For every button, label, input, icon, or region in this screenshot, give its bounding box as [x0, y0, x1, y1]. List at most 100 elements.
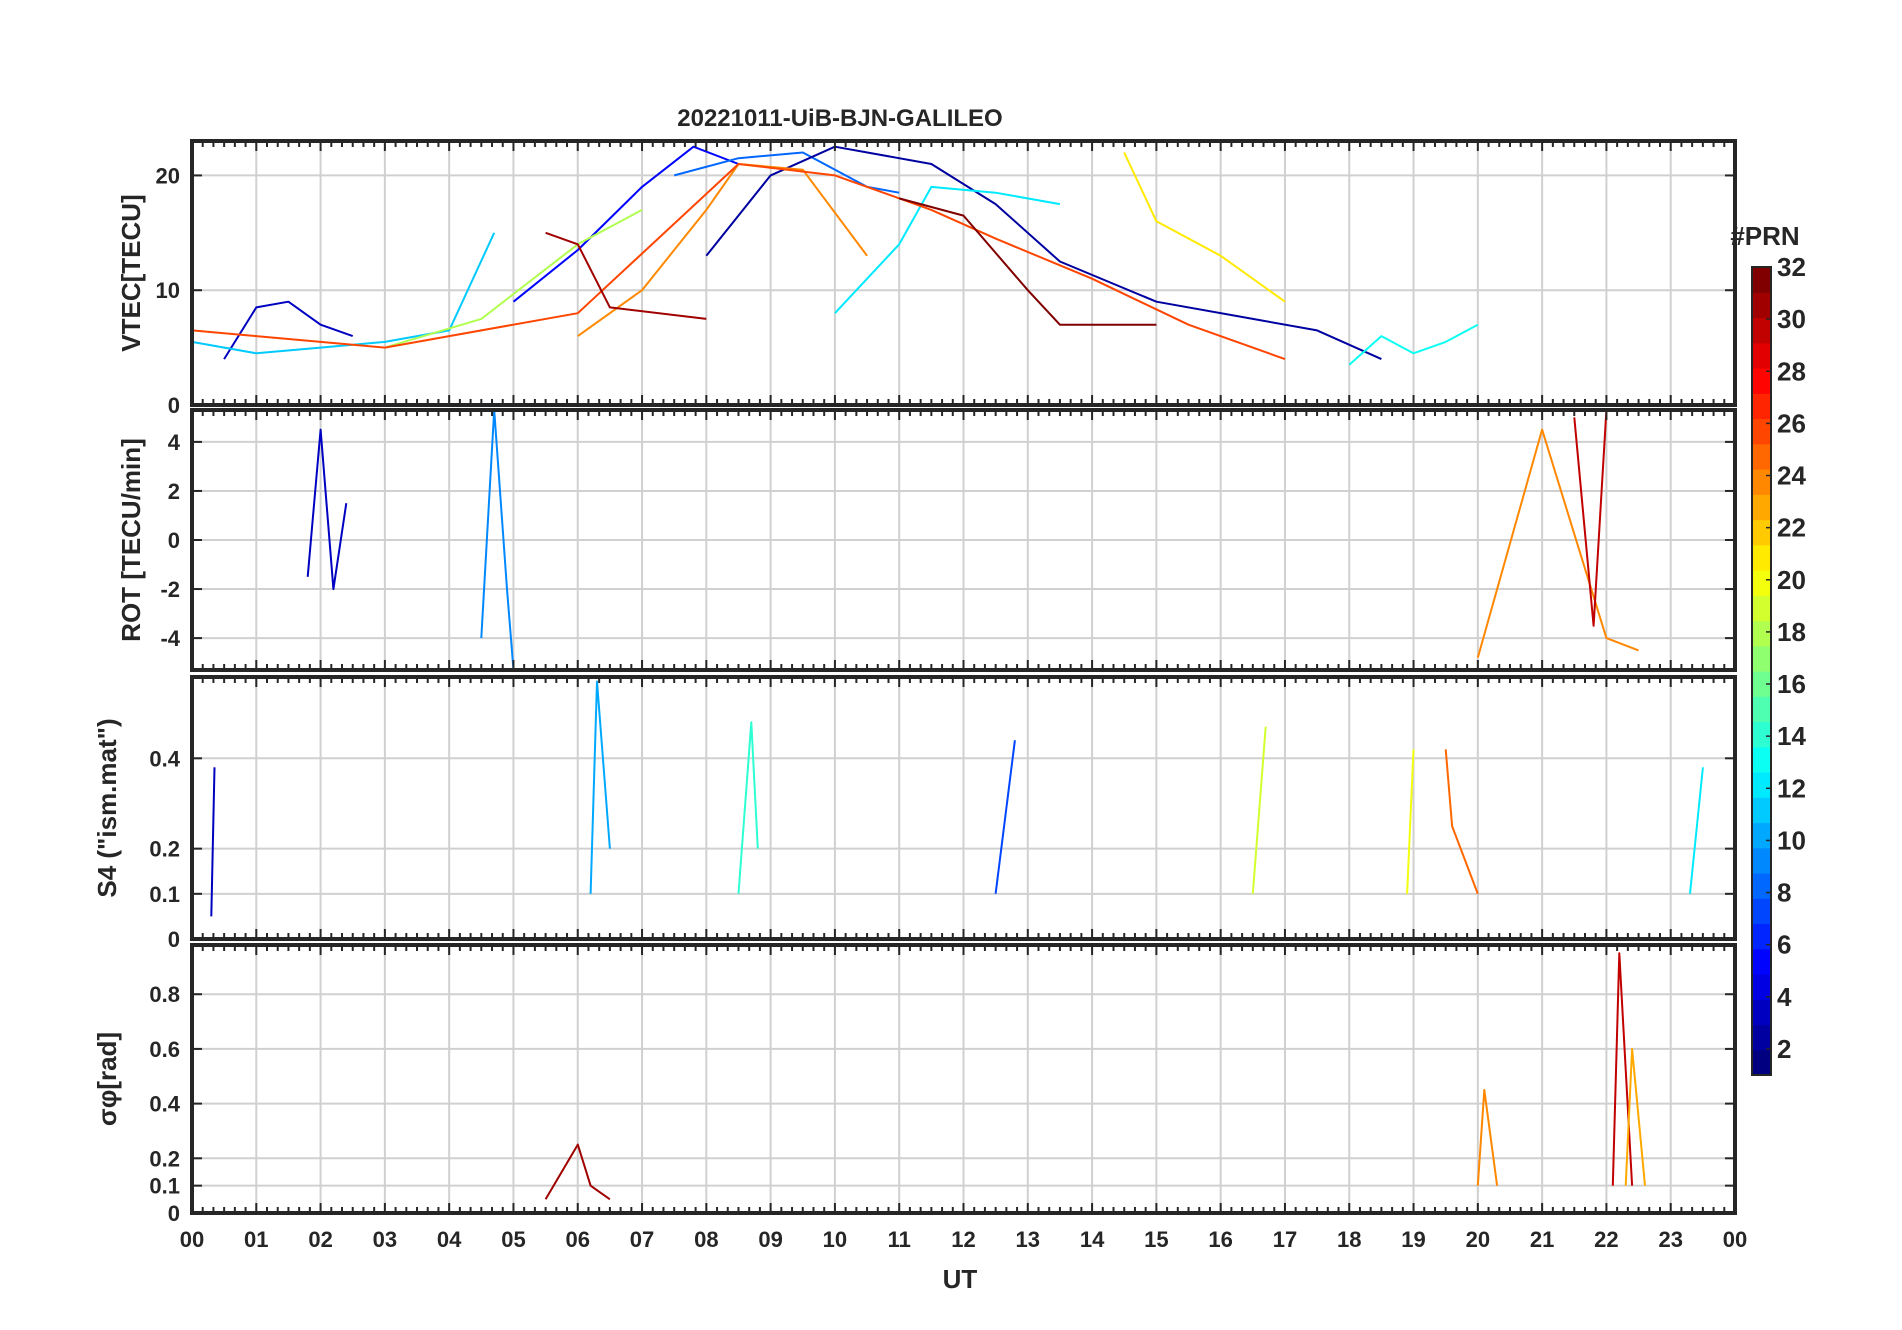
y-tick-label: 20	[156, 163, 180, 188]
colorbar-tick-label: 30	[1777, 304, 1806, 334]
y-tick-label: -2	[160, 577, 180, 602]
colorbar-segment	[1752, 544, 1771, 571]
colorbar-segment	[1752, 620, 1771, 647]
x-tick-label: 09	[758, 1227, 782, 1252]
x-tick-label: 10	[823, 1227, 847, 1252]
x-tick-label: 23	[1658, 1227, 1682, 1252]
x-tick-label: 00	[1723, 1227, 1747, 1252]
colorbar-segment	[1752, 1049, 1771, 1076]
panel-2: -4 -2 0 2 4 ROT [TECU/min]	[116, 408, 1737, 672]
series-line-prn-32	[898, 197, 1157, 326]
x-tick-label: 12	[951, 1227, 975, 1252]
colorbar-tick-label: 12	[1777, 773, 1806, 803]
colorbar-segment	[1752, 342, 1771, 369]
y-axis-title: VTEC[TECU]	[116, 194, 146, 351]
panel-4: 00.1 0.2 0.4 0.6 0.8 σφ[rad] 00 01 02 03 04 05 06 07 0…	[92, 943, 1747, 1252]
x-tick-label: 13	[1016, 1227, 1040, 1252]
series-line-prn-10	[589, 680, 611, 894]
colorbar-tick-label: 10	[1777, 825, 1806, 855]
series-line-prn-14	[737, 721, 759, 894]
y-tick-label: 0.6	[149, 1037, 180, 1062]
x-tick-label: 17	[1273, 1227, 1297, 1252]
y-tick-label: 0.1	[149, 882, 180, 907]
colorbar-segment	[1752, 721, 1771, 748]
x-tick-label: 07	[630, 1227, 654, 1252]
colorbar-segment	[1752, 847, 1771, 874]
series-line-prn-21	[1123, 152, 1286, 303]
y-tick-label: 2	[168, 479, 180, 504]
x-tick-label: 05	[501, 1227, 525, 1252]
colorbar-tick-label: 26	[1777, 408, 1806, 438]
x-tick-label: 08	[694, 1227, 718, 1252]
axes-frame	[190, 139, 1737, 407]
colorbar-segment	[1752, 317, 1771, 344]
series-line-prn-18	[384, 209, 643, 349]
colorbar-segment	[1752, 595, 1771, 622]
colorbar-segment	[1752, 948, 1771, 975]
colorbar-segment	[1752, 999, 1771, 1026]
colorbar-title: #PRN	[1730, 221, 1799, 251]
y-tick-label: 10	[156, 278, 180, 303]
series-line-prn-7	[994, 740, 1016, 894]
series-line-prn-20	[1406, 749, 1415, 894]
colorbar-segment	[1752, 292, 1771, 319]
y-tick-label: 0	[168, 927, 180, 952]
series-line-prn-24	[1476, 428, 1639, 658]
series-line-prn-31	[545, 231, 707, 320]
colorbar-segment	[1752, 570, 1771, 596]
colorbar-segment	[1752, 494, 1771, 521]
series-line-prn-31	[544, 1143, 611, 1201]
x-tick-label: 15	[1144, 1227, 1168, 1252]
series-line-prn-2	[705, 145, 1382, 361]
panel-3: 0 0.1 0.2 0.4 S4 ("ism.mat")	[92, 675, 1737, 952]
colorbar-segment	[1752, 368, 1771, 394]
axes-frame	[190, 408, 1737, 672]
series-line-prn-24	[1476, 1088, 1499, 1186]
colorbar-tick-label: 4	[1777, 982, 1792, 1012]
colorbar-tick-label: 20	[1777, 565, 1806, 595]
series-line-prn-9	[480, 409, 515, 671]
x-tick-label: 03	[373, 1227, 397, 1252]
series-line-prn-23	[1624, 1047, 1646, 1186]
y-axis-title: S4 ("ism.mat")	[92, 718, 122, 897]
x-tick-label: 20	[1466, 1227, 1490, 1252]
colorbar-segment	[1752, 873, 1771, 899]
x-tick-label: 14	[1080, 1227, 1105, 1252]
y-tick-label: 0.4	[149, 746, 180, 771]
y-tick-label: 0	[168, 528, 180, 553]
x-tick-label: 16	[1208, 1227, 1232, 1252]
colorbar-segment	[1752, 772, 1771, 798]
x-tick-label: 19	[1401, 1227, 1425, 1252]
colorbar-segment	[1752, 393, 1771, 420]
x-axis-title: UT	[943, 1264, 978, 1294]
colorbar-segment	[1752, 671, 1771, 697]
colorbar-segment	[1752, 418, 1771, 445]
colorbar-frame	[1751, 266, 1772, 1076]
series-line-prn-3	[306, 428, 348, 591]
x-tick-label: 11	[888, 1227, 911, 1252]
series-line-prn-26	[191, 163, 1286, 361]
colorbar-segment	[1752, 443, 1771, 470]
x-tick-label: 18	[1337, 1227, 1361, 1252]
colorbar-segment	[1752, 1024, 1771, 1051]
x-tick-label: 02	[308, 1227, 332, 1252]
colorbar-tick-label: 28	[1777, 356, 1806, 386]
colorbar-segment	[1752, 822, 1771, 849]
series-line-prn-12	[1689, 767, 1704, 894]
x-tick-label: 04	[437, 1227, 462, 1252]
y-tick-label: 0.2	[149, 837, 180, 862]
colorbar-segment	[1752, 519, 1771, 546]
colorbar-tick-label: 2	[1777, 1034, 1791, 1064]
y-tick-label: 4	[168, 430, 181, 455]
colorbar-segment	[1752, 898, 1771, 925]
series-line-prn-8	[673, 151, 900, 194]
y-tick-label: 0.8	[149, 982, 180, 1007]
colorbar-tick-label: 22	[1777, 513, 1806, 543]
colorbar-tick-label: 32	[1777, 252, 1806, 282]
axes-frame	[190, 943, 1737, 1215]
series-line-prn-13	[1348, 323, 1479, 366]
colorbar-tick-label: 8	[1777, 878, 1791, 908]
colorbar-tick-label: 14	[1777, 721, 1806, 751]
